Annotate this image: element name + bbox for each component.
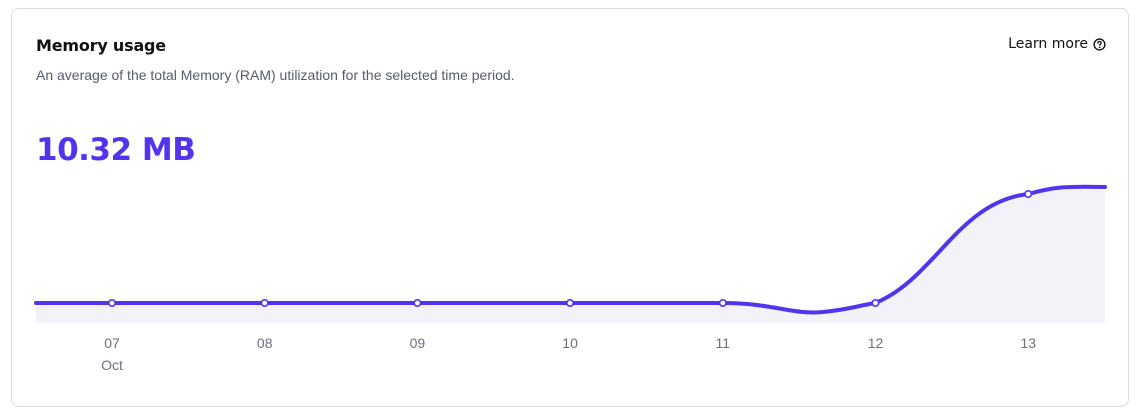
data-point[interactable] [1024, 190, 1033, 199]
learn-more-link[interactable]: Learn more [1008, 36, 1106, 52]
x-tick-label: 10 [562, 335, 578, 351]
x-month-label: Oct [101, 357, 123, 373]
card-subtitle: An average of the total Memory (RAM) uti… [36, 67, 515, 83]
memory-usage-card [11, 8, 1129, 407]
data-point[interactable] [413, 298, 422, 307]
data-point[interactable] [718, 298, 727, 307]
data-point[interactable] [260, 298, 269, 307]
learn-more-label: Learn more [1008, 36, 1088, 52]
x-tick-label: 12 [868, 335, 884, 351]
question-circle-icon [1093, 37, 1106, 51]
x-tick-label: 08 [257, 335, 273, 351]
x-tick-label: 11 [716, 335, 731, 351]
memory-average-value: 10.32 MB [36, 132, 196, 168]
x-tick-label: 07 [104, 335, 120, 351]
data-point[interactable] [108, 298, 117, 307]
data-point[interactable] [566, 298, 575, 307]
data-point[interactable] [871, 298, 880, 307]
x-tick-label: 09 [410, 335, 426, 351]
usage-area [36, 186, 1105, 323]
x-tick-label: 13 [1020, 335, 1036, 351]
card-title: Memory usage [36, 36, 166, 55]
